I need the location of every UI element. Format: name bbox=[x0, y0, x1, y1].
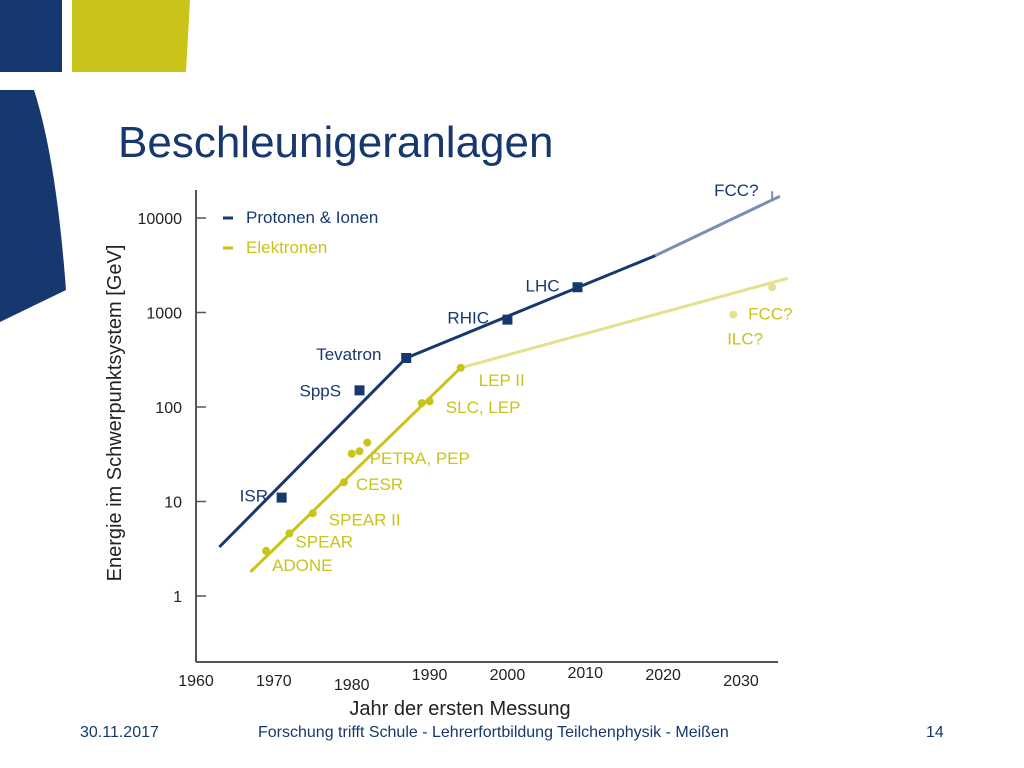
y-tick-label: 10000 bbox=[138, 211, 183, 228]
data-label: ADONE bbox=[272, 556, 332, 575]
x-tick-label: 2010 bbox=[567, 665, 603, 682]
axes: 1 10 100 1000 10000 1960 1970 1980 1990 2000 2010 2… bbox=[104, 190, 778, 720]
footer-page-number: 14 bbox=[926, 724, 944, 741]
data-label: LEP II bbox=[479, 371, 525, 390]
corner-block-navy bbox=[0, 0, 62, 72]
x-tick-label: 2030 bbox=[723, 673, 759, 690]
data-label: LHC bbox=[526, 276, 560, 295]
data-marks bbox=[262, 191, 777, 555]
legend: Protonen & Ionen Elektronen bbox=[223, 208, 378, 257]
data-point-square bbox=[354, 385, 365, 396]
data-point-circle bbox=[308, 509, 317, 518]
data-point-square bbox=[502, 314, 513, 325]
x-axis-title: Jahr der ersten Messung bbox=[349, 698, 570, 720]
future-label: FCC? bbox=[748, 304, 792, 323]
projection-line-protons bbox=[654, 194, 781, 257]
x-tick-label: 2020 bbox=[645, 667, 681, 684]
left-wave-shape bbox=[0, 90, 66, 322]
data-point-circle bbox=[425, 397, 434, 406]
data-point-circle bbox=[339, 478, 348, 487]
y-axis-title: Energie im Schwerpunktsystem [GeV] bbox=[104, 245, 126, 582]
legend-label: Elektronen bbox=[246, 238, 327, 257]
projection-line-electrons bbox=[460, 276, 789, 370]
data-point-circle bbox=[363, 438, 372, 447]
data-point-circle bbox=[417, 399, 426, 408]
data-label: RHIC bbox=[447, 309, 489, 328]
data-label: SLC, LEP bbox=[446, 398, 521, 417]
data-label: CESR bbox=[356, 475, 403, 494]
data-label: SPEAR bbox=[295, 532, 353, 551]
data-label: PETRA, PEP bbox=[370, 449, 470, 468]
y-tick-label: 1000 bbox=[146, 306, 182, 323]
x-tick-label: 1990 bbox=[412, 667, 448, 684]
y-tick-label: 10 bbox=[164, 495, 182, 512]
footer-text: Forschung trifft Schule - Lehrerfortbild… bbox=[258, 724, 729, 741]
legend-label: Protonen & Ionen bbox=[246, 208, 378, 227]
x-tick-label: 1970 bbox=[256, 673, 292, 690]
data-label: SppS bbox=[300, 381, 342, 400]
future-point-circle bbox=[729, 310, 738, 319]
data-label: Tevatron bbox=[316, 345, 381, 364]
future-label: ILC? bbox=[727, 330, 763, 349]
future-point-circle bbox=[768, 283, 777, 292]
trend-line-protons bbox=[218, 254, 656, 549]
data-point-square bbox=[572, 282, 583, 293]
x-tick-label: 1980 bbox=[334, 677, 370, 694]
x-tick-label: 1960 bbox=[178, 673, 214, 690]
y-tick-label: 1 bbox=[173, 589, 182, 606]
corner-block-lime bbox=[72, 0, 190, 72]
data-label: SPEAR II bbox=[329, 510, 401, 529]
data-labels: ISR SppS Tevatron RHIC LHC FCC? ADONE SPEAR SPEA… bbox=[240, 181, 793, 575]
data-point-circle bbox=[285, 529, 294, 538]
data-point-circle bbox=[456, 363, 465, 372]
slide-title: Beschleunigeranlagen bbox=[118, 118, 554, 167]
data-point-square bbox=[276, 492, 287, 503]
data-point-circle bbox=[347, 449, 356, 458]
x-tick-label: 2000 bbox=[490, 667, 526, 684]
y-tick-label: 100 bbox=[155, 400, 182, 417]
future-label: FCC? bbox=[714, 181, 758, 200]
data-label: ISR bbox=[240, 487, 268, 506]
data-point-circle bbox=[355, 447, 364, 456]
data-point-circle bbox=[262, 546, 271, 555]
data-point-square bbox=[401, 353, 412, 364]
footer-date: 30.11.2017 bbox=[80, 724, 159, 741]
